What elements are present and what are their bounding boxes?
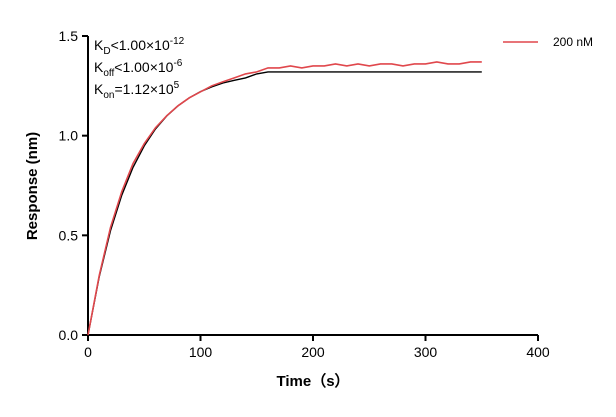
annotation-superscript: 5: [174, 80, 180, 91]
y-axis-label: Response (nm): [24, 132, 41, 240]
series-line: [87, 71, 482, 336]
x-tick-label: 400: [526, 344, 550, 360]
annotation: Kon=1.12×105: [94, 80, 180, 101]
legend-label: 200 nM: [553, 35, 593, 49]
annotation-superscript: -6: [173, 58, 182, 69]
y-tick-label: 1.5: [59, 28, 79, 44]
annotation-symbol: K: [94, 59, 104, 75]
annotation-symbol: K: [94, 81, 104, 97]
annotation-symbol: K: [94, 37, 104, 53]
x-tick-label: 300: [414, 344, 438, 360]
y-tick-label: 0.0: [59, 327, 79, 343]
y-tick-label: 1.0: [59, 128, 79, 144]
y-tick-label: 0.5: [59, 227, 79, 243]
annotation-text: <1.00×10: [114, 59, 173, 75]
series-line: [87, 61, 482, 336]
annotation-text: <1.00×10: [111, 37, 170, 53]
annotation: Koff<1.00×10-6: [94, 58, 183, 79]
x-tick-label: 200: [301, 344, 325, 360]
annotation-subscript: off: [103, 68, 114, 79]
x-tick-label: 0: [84, 344, 92, 360]
annotation: KD<1.00×10-12: [94, 36, 185, 57]
annotation-subscript: D: [103, 46, 110, 57]
annotation-subscript: on: [103, 90, 114, 101]
annotation-superscript: -12: [170, 36, 185, 47]
annotation-text: =1.12×10: [114, 81, 173, 97]
x-axis-label: Time（s）: [276, 372, 349, 390]
x-tick-label: 100: [189, 344, 213, 360]
